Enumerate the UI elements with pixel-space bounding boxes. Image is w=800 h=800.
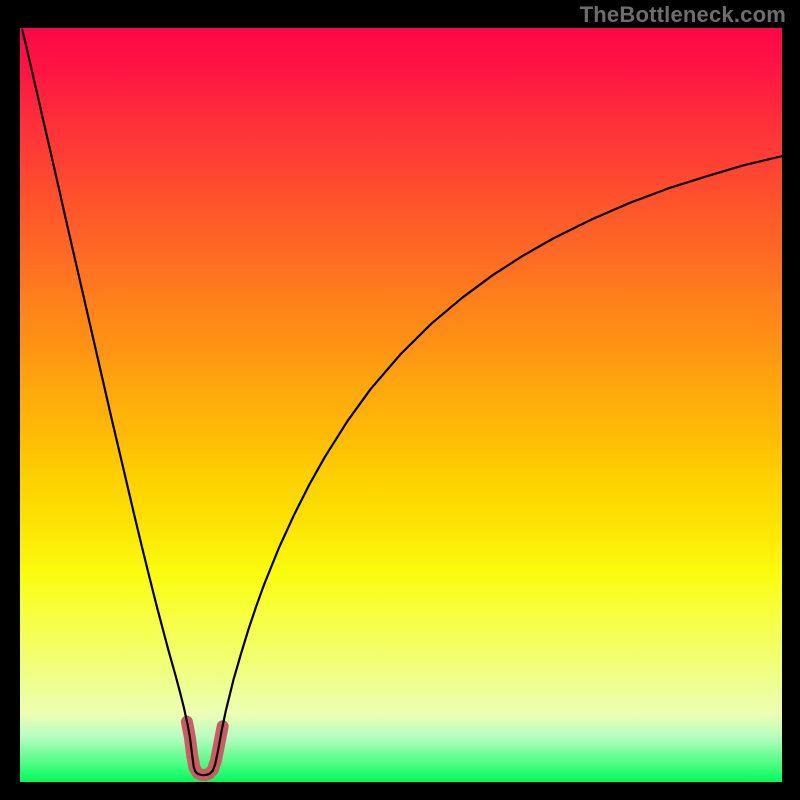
chart-svg xyxy=(20,28,782,782)
watermark-text: TheBottleneck.com xyxy=(580,2,786,28)
plot-area xyxy=(20,28,782,782)
chart-background xyxy=(20,28,782,782)
